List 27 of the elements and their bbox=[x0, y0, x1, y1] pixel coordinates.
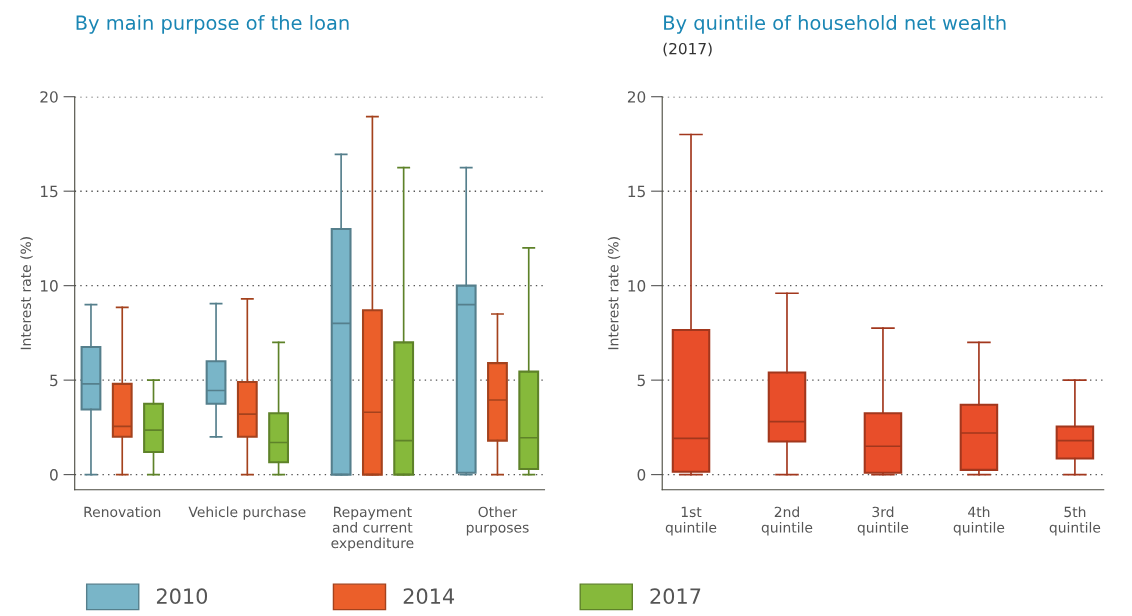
y-tick-label: 5 bbox=[637, 374, 645, 387]
y-tick-label: 5 bbox=[50, 374, 58, 387]
x-tick-label: 5th quintile bbox=[1049, 506, 1101, 536]
y-tick-label: 20 bbox=[40, 91, 58, 103]
y-tick-label: 15 bbox=[40, 185, 58, 198]
y-tick-label: 20 bbox=[627, 91, 646, 103]
x-tick-label: 2nd quintile bbox=[761, 506, 813, 536]
y-tick-label: 0 bbox=[637, 469, 646, 481]
legend-label: 2017 bbox=[650, 588, 701, 605]
x-tick-label: 4th quintile bbox=[953, 506, 1005, 536]
x-tick-label: 1st quintile bbox=[665, 506, 717, 536]
x-tick-label: 3rd quintile bbox=[857, 506, 909, 536]
x-tick-label: Renovation bbox=[84, 506, 161, 518]
y-tick-label: 15 bbox=[628, 185, 645, 198]
x-tick-label: Vehicle purchase bbox=[188, 506, 306, 520]
legend-label: 2010 bbox=[156, 588, 208, 605]
y-tick-label: 10 bbox=[628, 280, 646, 292]
y-tick-label: 10 bbox=[40, 280, 58, 292]
y-axis-title: Interest rate (%) bbox=[607, 237, 621, 350]
y-tick-label: 0 bbox=[50, 469, 58, 481]
chart-subtitle: (2017) bbox=[663, 42, 712, 57]
chart-title: By quintile of household net wealth bbox=[664, 15, 1006, 34]
legend-label: 2014 bbox=[403, 588, 455, 605]
y-axis-title: Interest rate (%) bbox=[20, 237, 33, 350]
x-tick-label: Other purposes bbox=[466, 506, 529, 536]
x-tick-label: Repayment and current expenditure bbox=[331, 506, 414, 551]
chart-title: By main purpose of the loan bbox=[76, 15, 349, 34]
